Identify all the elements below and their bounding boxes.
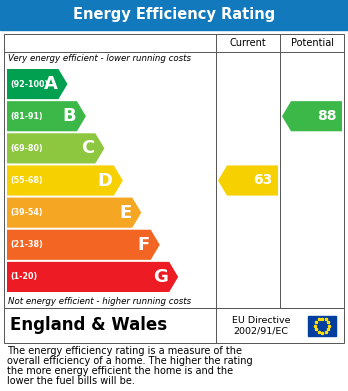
Text: Potential: Potential (291, 38, 333, 48)
Text: C: C (81, 139, 94, 157)
Polygon shape (7, 197, 141, 228)
Text: (21-38): (21-38) (10, 240, 43, 249)
Polygon shape (7, 165, 123, 196)
Polygon shape (7, 101, 86, 131)
Bar (0, 0, 348, 30)
Text: D: D (98, 172, 113, 190)
Text: (69-80): (69-80) (10, 144, 43, 153)
Polygon shape (7, 230, 160, 260)
Text: B: B (62, 107, 76, 125)
Text: E: E (119, 204, 131, 222)
Text: Very energy efficient - lower running costs: Very energy efficient - lower running co… (8, 54, 191, 63)
Text: Not energy efficient - higher running costs: Not energy efficient - higher running co… (8, 297, 191, 306)
Text: (39-54): (39-54) (10, 208, 42, 217)
Bar (308, 316, 336, 335)
Polygon shape (218, 165, 278, 196)
Text: (92-100): (92-100) (10, 80, 48, 89)
Text: Current: Current (230, 38, 266, 48)
Polygon shape (7, 133, 104, 163)
Text: overall efficiency of a home. The higher the rating: overall efficiency of a home. The higher… (7, 356, 253, 366)
Text: 63: 63 (253, 174, 272, 188)
Text: (81-91): (81-91) (10, 112, 43, 121)
Text: England & Wales: England & Wales (10, 316, 167, 334)
Text: (55-68): (55-68) (10, 176, 43, 185)
Text: A: A (44, 75, 57, 93)
Polygon shape (7, 69, 68, 99)
Text: The energy efficiency rating is a measure of the: The energy efficiency rating is a measur… (7, 346, 242, 356)
Text: the more energy efficient the home is and the: the more energy efficient the home is an… (7, 366, 233, 376)
Text: lower the fuel bills will be.: lower the fuel bills will be. (7, 376, 135, 386)
Text: (1-20): (1-20) (10, 273, 37, 282)
Text: F: F (137, 236, 150, 254)
Text: 88: 88 (317, 109, 337, 123)
Text: Energy Efficiency Rating: Energy Efficiency Rating (73, 7, 275, 23)
Polygon shape (282, 101, 342, 131)
Bar (4, 34, 344, 308)
Polygon shape (7, 262, 178, 292)
Text: EU Directive
2002/91/EC: EU Directive 2002/91/EC (231, 316, 290, 335)
Bar (4, 308, 344, 343)
Text: G: G (153, 268, 168, 286)
